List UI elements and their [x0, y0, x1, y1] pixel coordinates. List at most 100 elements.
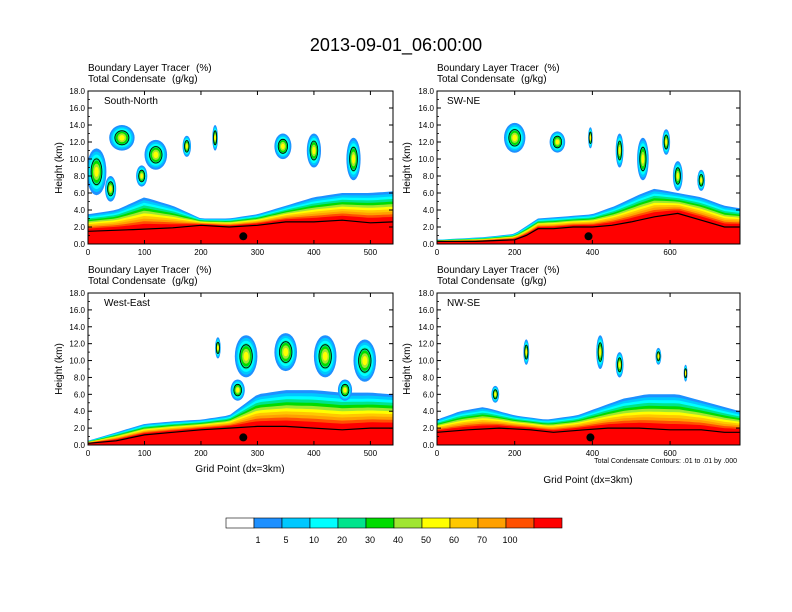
- x-tick-label: 400: [586, 449, 600, 458]
- x-tick-label: 300: [251, 449, 265, 458]
- terrain-line: [437, 427, 740, 433]
- cloud-6-level-7: [343, 387, 347, 393]
- cloud-2-level-7: [283, 347, 289, 357]
- cloud-0-level-7: [512, 134, 518, 142]
- cloud-9-level-7: [140, 173, 143, 179]
- colorbar-swatch-1: [253, 517, 283, 529]
- colorbar-label: 50: [421, 535, 431, 545]
- y-tick-label: 2.0: [74, 223, 86, 232]
- cloud-0-level-7: [525, 349, 528, 355]
- condensate-contour: [239, 344, 253, 369]
- cloud-1-level-7: [243, 351, 249, 361]
- condensate-contour: [215, 341, 220, 355]
- y-tick-label: 2.0: [74, 424, 86, 433]
- x-axis-label: Grid Point (dx=3km): [195, 464, 284, 475]
- condensate-contour: [552, 135, 563, 149]
- y-tick-label: 4.0: [423, 206, 435, 215]
- y-tick-label: 8.0: [74, 373, 86, 382]
- cloud-7-level-7: [700, 178, 703, 183]
- x-tick-label: 400: [586, 248, 600, 257]
- x-tick-label: 0: [86, 449, 91, 458]
- y-tick-label: 6.0: [74, 189, 86, 198]
- location-marker: [239, 433, 248, 442]
- panel-title-tracer: Boundary Layer Tracer: [88, 63, 190, 74]
- x-tick-label: 200: [194, 449, 208, 458]
- cloud-4-level-7: [362, 356, 368, 366]
- y-tick-label: 4.0: [74, 206, 86, 215]
- cloud-8-level-7: [109, 186, 112, 192]
- panel-title-condensate: Total Condensate: [88, 74, 166, 85]
- y-tick-label: 10.0: [69, 155, 85, 164]
- panel-title-tracer-unit: (%): [196, 265, 212, 276]
- y-tick-label: 12.0: [69, 138, 85, 147]
- colorbar-swatch-0: [225, 517, 255, 529]
- y-tick-label: 18.0: [418, 289, 434, 298]
- condensate-contour: [90, 158, 103, 186]
- terrain-line: [437, 212, 740, 242]
- panel-title-condensate-unit: (g/kg): [521, 74, 547, 85]
- cloud-1-level-7: [599, 348, 602, 356]
- y-tick-label: 12.0: [418, 138, 434, 147]
- y-tick-label: 18.0: [418, 87, 434, 96]
- y-tick-label: 0.0: [74, 441, 86, 450]
- panel-title-condensate: Total Condensate: [88, 276, 166, 287]
- y-axis-label: Height (km): [402, 142, 413, 194]
- panel-section-name: South-North: [104, 96, 158, 107]
- location-marker: [584, 232, 593, 241]
- cloud-3-level-7: [618, 146, 621, 155]
- condensate-contour: [508, 129, 522, 147]
- y-tick-label: 8.0: [423, 373, 435, 382]
- terrain-line: [88, 425, 393, 444]
- x-tick-label: 100: [138, 248, 152, 257]
- y-tick-label: 10.0: [418, 357, 434, 366]
- y-tick-label: 10.0: [69, 357, 85, 366]
- panel-section-name: SW-NE: [447, 96, 480, 107]
- panel-title-condensate: Total Condensate: [437, 276, 515, 287]
- panel-title-condensate-unit: (g/kg): [172, 74, 198, 85]
- panel-south-north: Boundary Layer Tracer (%) Total Condensa…: [54, 63, 394, 257]
- cloud-1-level-7: [119, 135, 125, 141]
- y-axis-label: Height (km): [54, 142, 65, 194]
- x-axis-label: Grid Point (dx=3km): [543, 475, 632, 486]
- panel-title-tracer: Boundary Layer Tracer: [437, 63, 539, 74]
- y-axis-label: Height (km): [54, 343, 65, 395]
- panel-title-tracer-unit: (%): [196, 63, 212, 74]
- colorbar-swatch-8: [449, 517, 479, 529]
- x-tick-label: 0: [86, 248, 91, 257]
- x-tick-label: 600: [663, 449, 677, 458]
- figure-title: 2013-09-01_06:00:00: [310, 35, 482, 56]
- colorbar-label: 1: [255, 535, 260, 545]
- colorbar-swatch-6: [393, 517, 423, 529]
- x-tick-label: 400: [307, 449, 321, 458]
- cloud-0-level-7: [216, 345, 219, 351]
- y-tick-label: 6.0: [74, 390, 86, 399]
- condensate-contour: [663, 134, 669, 150]
- cloud-4-level-7: [494, 392, 497, 397]
- panel-title-tracer: Boundary Layer Tracer: [437, 265, 539, 276]
- panel-title-condensate: Total Condensate: [437, 74, 515, 85]
- x-tick-label: 500: [364, 449, 378, 458]
- condensate-contour: [492, 389, 498, 400]
- x-tick-label: 500: [364, 248, 378, 257]
- y-tick-label: 16.0: [418, 104, 434, 113]
- y-tick-label: 6.0: [423, 189, 435, 198]
- x-tick-label: 400: [307, 248, 321, 257]
- cloud-6-level-7: [676, 172, 679, 180]
- condensate-contour: [639, 146, 647, 172]
- colorbar-swatch-2: [281, 517, 311, 529]
- condensate-contour: [358, 348, 372, 373]
- panel-section-name: West-East: [104, 298, 150, 309]
- cloud-3-level-7: [657, 354, 660, 359]
- y-tick-label: 14.0: [418, 323, 434, 332]
- y-tick-label: 16.0: [69, 306, 85, 315]
- y-tick-label: 14.0: [69, 121, 85, 130]
- location-marker: [586, 433, 595, 442]
- location-marker: [239, 232, 248, 241]
- contour-footnote: Total Condensate Contours: .01 to .01 by…: [594, 458, 737, 465]
- panel-section-name: NW-SE: [447, 298, 480, 309]
- x-tick-label: 0: [435, 248, 440, 257]
- terrain-line: [88, 219, 393, 232]
- colorbar-label: 60: [449, 535, 459, 545]
- condensate-contour: [340, 383, 350, 397]
- y-tick-label: 0.0: [423, 240, 435, 249]
